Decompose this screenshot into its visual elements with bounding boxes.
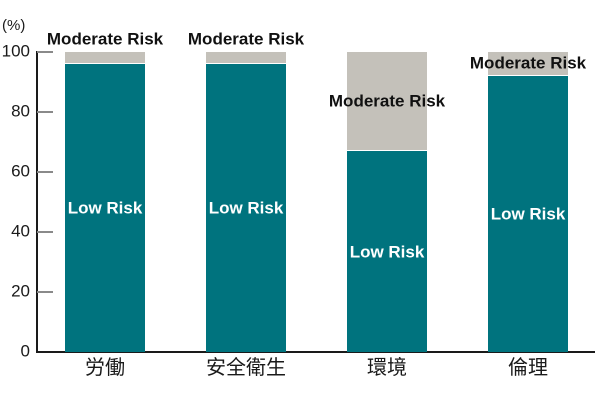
moderate-risk-label: Moderate Risk [46,29,164,49]
y-tick-label: 20 [11,281,30,301]
y-tick-mark [37,291,53,293]
y-tick-label: 40 [11,221,30,241]
y-tick-mark [37,171,53,173]
low-risk-label: Low Risk [208,198,284,218]
low-risk-label: Low Risk [67,198,143,218]
bar-segment-moderate-risk [488,52,568,75]
y-axis-unit-label: (%) [2,17,26,34]
moderate-risk-label: Moderate Risk [187,29,305,49]
y-axis-line [36,51,38,353]
bar-segment-low-risk [347,151,427,352]
low-risk-label: Low Risk [349,242,425,261]
bar-segment-low-risk [65,64,145,352]
bar-segment-low-risk [488,76,568,352]
y-tick-mark [37,111,53,113]
y-tick-label: 80 [11,101,30,121]
y-tick-label: 0 [20,341,30,361]
bar-segment-low-risk [206,64,286,352]
x-category-label: 労働 [85,357,125,379]
moderate-risk-label: Moderate Risk [328,91,446,111]
bar-segment-moderate-risk [206,52,286,63]
y-tick-label: 100 [1,41,30,61]
x-category-label: 環境 [367,357,407,379]
x-axis-line [36,351,595,353]
y-tick-label: 60 [11,161,30,181]
bar-segment-moderate-risk [347,52,427,150]
bar-segment-moderate-risk [65,52,145,63]
y-tick-mark [37,51,53,53]
low-risk-label: Low Risk [490,204,566,224]
x-category-label: 安全衛生 [206,357,286,379]
moderate-risk-label: Moderate Risk [469,53,587,73]
y-tick-mark [37,231,53,233]
x-category-label: 倫理 [508,357,548,379]
